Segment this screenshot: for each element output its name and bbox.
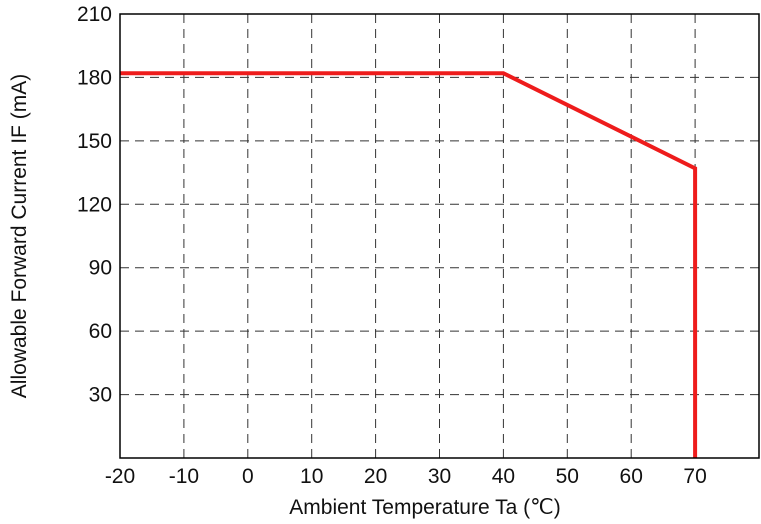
x-tick-label: -10: [169, 465, 199, 488]
plot-frame: [119, 13, 760, 459]
grid: [120, 14, 759, 458]
x-axis-title: Ambient Temperature Ta (℃): [289, 496, 560, 519]
x-tick-label: 60: [620, 465, 643, 488]
y-axis-title: Allowable Forward Current IF (mA): [8, 74, 31, 398]
y-tick-label: 60: [89, 320, 112, 343]
y-tick-label: 180: [77, 66, 112, 89]
x-tick-label: -20: [105, 465, 135, 488]
y-tick-label: 30: [89, 384, 112, 407]
y-tick-labels: 30 60 90 120 150 180 210: [77, 3, 112, 407]
y-tick-label: 210: [77, 3, 112, 26]
x-tick-label: 10: [300, 465, 323, 488]
x-tick-label: 30: [428, 465, 451, 488]
plot-background: [120, 14, 759, 458]
x-tick-labels: -20 -10 0 10 20 30 40 50 60 70: [105, 465, 707, 488]
x-tick-label: 20: [364, 465, 387, 488]
x-tick-label: 70: [683, 465, 706, 488]
x-tick-label: 40: [492, 465, 515, 488]
series-line: [120, 71, 698, 458]
y-tick-label: 120: [77, 193, 112, 216]
x-tick-label: 50: [556, 465, 579, 488]
y-tick-label: 90: [89, 257, 112, 280]
series-layer: [120, 71, 698, 458]
y-tick-label: 150: [77, 130, 112, 153]
x-tick-label: 0: [242, 465, 254, 488]
